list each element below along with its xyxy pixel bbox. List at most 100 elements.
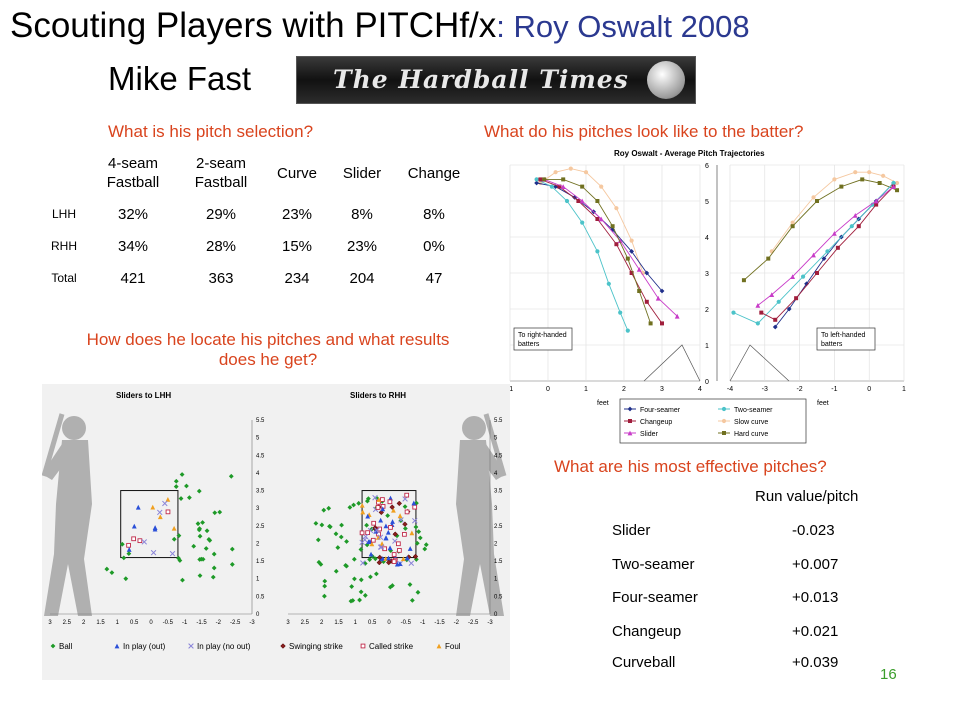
- data-point: [376, 497, 382, 502]
- data-point: [414, 500, 419, 506]
- data-point: [195, 521, 201, 527]
- table-row: LHH 32% 29% 23% 8% 8%: [40, 198, 474, 230]
- data-point: [849, 224, 854, 229]
- y-tick-label: 5: [494, 436, 498, 442]
- data-point: [391, 552, 397, 557]
- data-point: [378, 517, 384, 523]
- data-point: [538, 177, 543, 182]
- x-tick-label: 1: [354, 620, 358, 626]
- y-tick-label: 4: [256, 471, 260, 477]
- data-point: [832, 177, 837, 182]
- legend-box: [619, 398, 807, 444]
- data-point: [402, 521, 408, 527]
- y-tick-label: 4: [494, 471, 498, 477]
- trajectory-line: [733, 182, 894, 324]
- trajectory-chart-title: Roy Oswalt - Average Pitch Trajectories: [614, 149, 765, 158]
- x-tick-label: 2.5: [63, 620, 72, 626]
- data-point: [599, 184, 604, 189]
- legend-label: Called strike: [369, 642, 414, 651]
- data-point: [198, 556, 204, 562]
- data-point: [126, 551, 132, 557]
- trajectory-line: [544, 178, 652, 324]
- y-tick-label: 1: [256, 577, 260, 583]
- svg-text:To right-handed: To right-handed: [518, 332, 567, 339]
- x-tick-label: 0: [149, 620, 153, 626]
- data-point: [873, 198, 879, 204]
- y-tick-label: 0.5: [494, 594, 503, 600]
- x-tick-label: 1: [902, 386, 906, 393]
- data-point: [776, 299, 781, 304]
- y-tick-label: 4.5: [494, 453, 503, 459]
- data-point: [368, 551, 374, 557]
- trajectory-line: [771, 171, 898, 252]
- legend-label: Ball: [59, 642, 73, 651]
- data-point: [350, 598, 356, 603]
- run-value: -0.023: [792, 522, 835, 539]
- data-point: [165, 509, 171, 515]
- data-point: [372, 494, 378, 501]
- col-header-2seam: 2-seam Fastball: [194, 155, 248, 191]
- data-point: [674, 313, 680, 319]
- x-tick-label: -4: [727, 386, 733, 393]
- data-point: [422, 546, 428, 552]
- table-cell: 15%: [281, 237, 313, 255]
- y-tick-label: 4.5: [256, 453, 265, 459]
- data-point: [595, 217, 600, 221]
- x-tick-label: 0: [387, 620, 391, 626]
- hardball-times-logo: The Hardball Times: [296, 56, 696, 104]
- data-point: [372, 556, 378, 562]
- data-point: [197, 573, 203, 579]
- run-value-header: Run value/pitch: [755, 488, 859, 505]
- data-point: [396, 500, 403, 507]
- x-tick-label: 2: [320, 620, 324, 626]
- svg-text:batters: batters: [518, 341, 540, 348]
- data-point: [126, 547, 132, 552]
- x-tick-label: 1: [116, 620, 120, 626]
- data-point: [413, 524, 419, 530]
- data-point: [316, 559, 322, 565]
- data-point: [415, 589, 421, 595]
- data-point: [397, 513, 403, 519]
- data-point: [721, 418, 727, 424]
- data-point: [348, 598, 354, 604]
- pitch-name: Slider: [612, 522, 651, 539]
- data-point: [375, 505, 381, 510]
- data-point: [371, 520, 377, 526]
- data-point: [423, 542, 429, 548]
- data-point: [404, 509, 410, 515]
- data-point: [636, 267, 642, 272]
- legend-label: Foul: [445, 642, 461, 651]
- x-tick-label: -0.5: [401, 620, 412, 626]
- data-point: [627, 406, 633, 412]
- data-point: [553, 170, 558, 175]
- x-tick-label: 2: [622, 386, 626, 393]
- x-tick-label: 3: [660, 386, 664, 393]
- data-point: [790, 224, 795, 229]
- location-panel-lhh: 3 2.5 2 1.5 1 0.5 0 -0.5 -1 -1.5 -2 -2.5 -300.511.52…: [48, 418, 265, 626]
- data-point: [595, 249, 600, 254]
- trajectory-line: [540, 168, 644, 274]
- data-point: [162, 500, 168, 507]
- data-point: [856, 224, 861, 229]
- data-point: [409, 597, 415, 603]
- legend-label: Four-seamer: [640, 407, 681, 414]
- run-value: +0.007: [792, 556, 839, 573]
- data-point: [416, 529, 422, 535]
- y-tick-label: 1.5: [256, 559, 265, 565]
- data-point: [404, 492, 410, 498]
- x-tick-label: 0: [867, 386, 871, 393]
- data-point: [625, 256, 630, 261]
- data-point: [436, 643, 442, 649]
- col-header-slider: Slider: [342, 164, 382, 182]
- data-point: [417, 535, 423, 541]
- table-cell: 28%: [205, 237, 237, 255]
- data-point: [119, 541, 125, 547]
- trajectory-line: [757, 186, 894, 306]
- data-point: [380, 506, 386, 512]
- data-point: [618, 310, 623, 315]
- y-tick-label: 3: [256, 506, 260, 512]
- data-point: [358, 547, 364, 552]
- row-label: LHH: [51, 207, 76, 221]
- y-tick-label: 3.5: [256, 489, 265, 495]
- data-point: [171, 525, 177, 531]
